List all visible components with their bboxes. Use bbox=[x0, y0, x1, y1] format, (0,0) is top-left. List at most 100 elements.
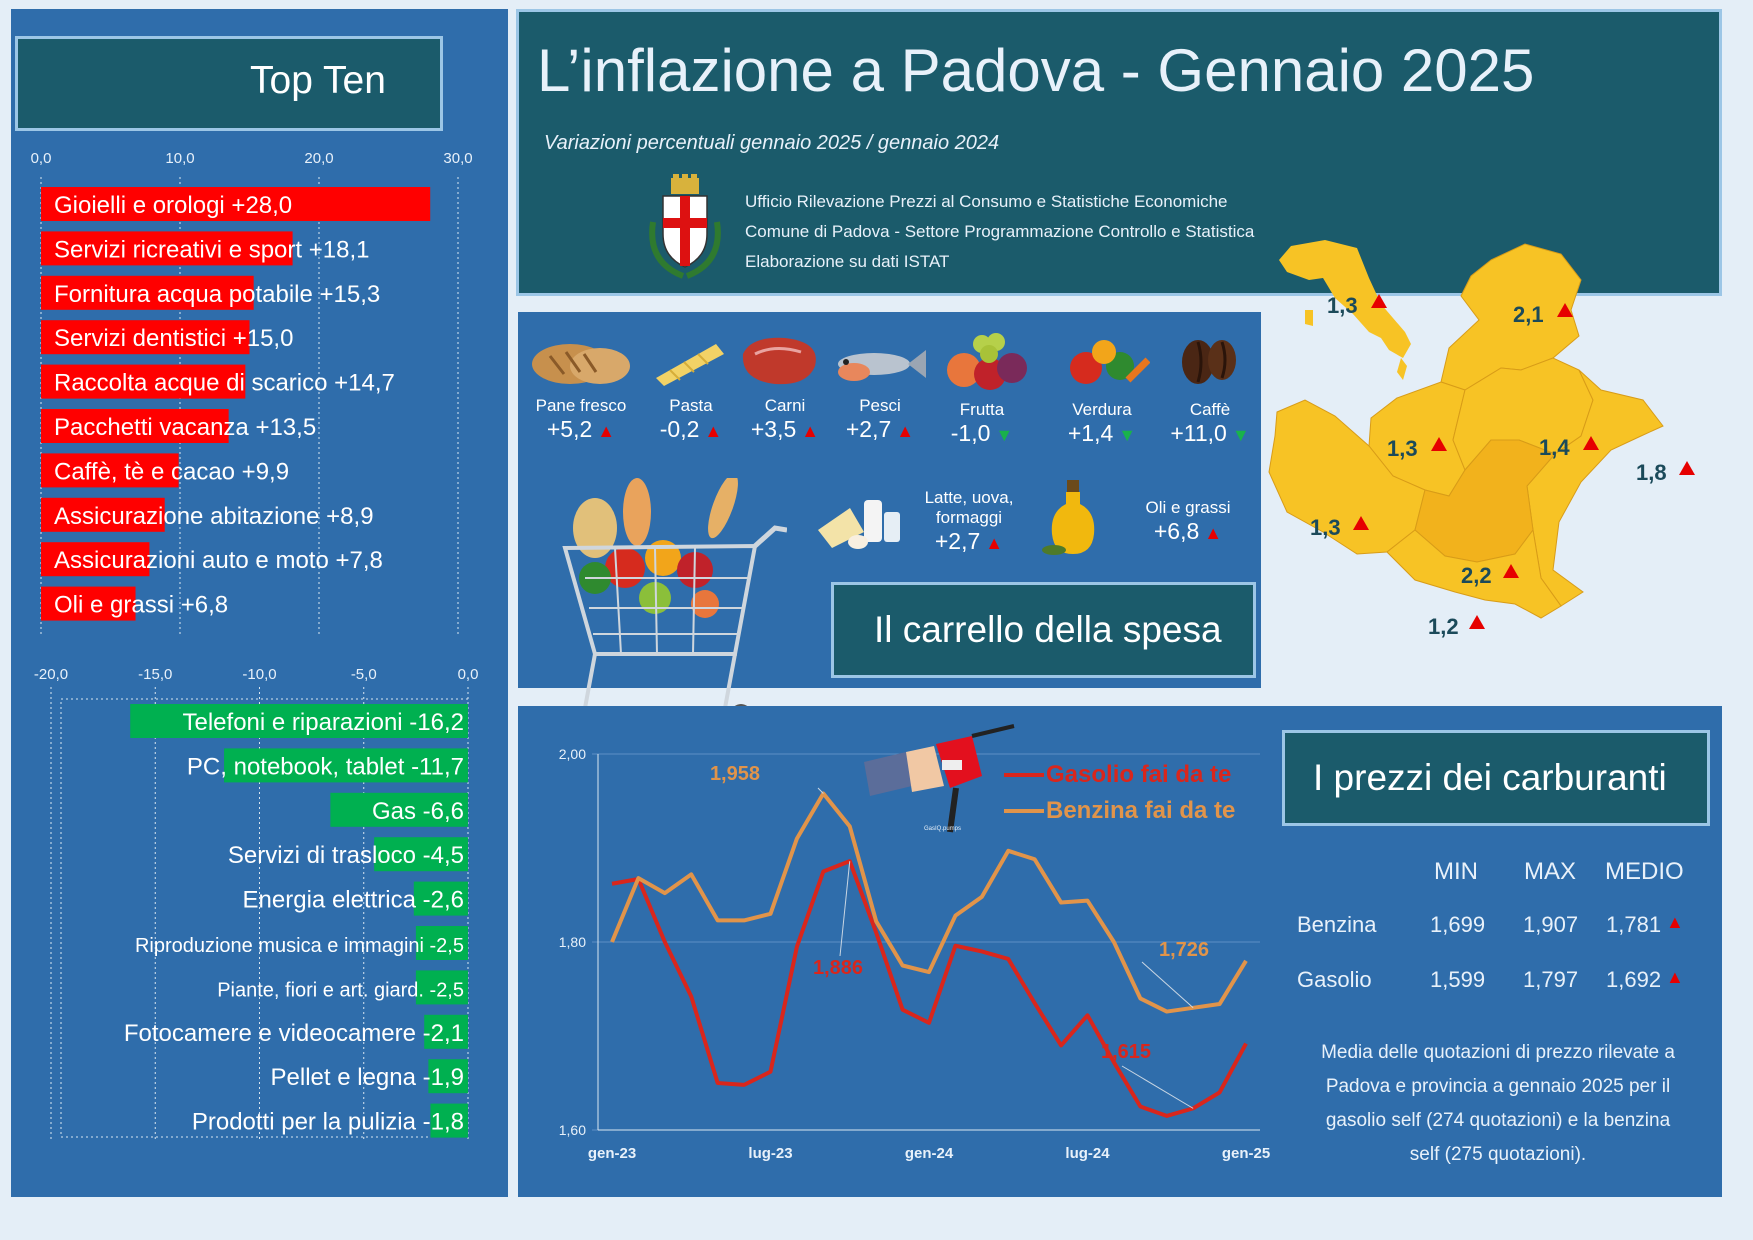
annotation-label: 1,886 bbox=[813, 957, 863, 979]
italy-shape bbox=[1279, 240, 1411, 358]
food-item-pasta: Pasta -0,2 ▲ bbox=[641, 396, 741, 443]
bar bbox=[41, 275, 254, 310]
map-label-venezia: 1,8 bbox=[1636, 460, 1667, 485]
cell-max: 1,907 bbox=[1523, 912, 1579, 937]
annotation-leader bbox=[817, 787, 824, 794]
fuel-pump-icon bbox=[864, 724, 1015, 833]
bar-label: Raccolta acque di scarico +14,7 bbox=[54, 370, 395, 397]
food-value: -1,0 bbox=[950, 420, 991, 446]
food-value: +3,5 bbox=[750, 416, 797, 442]
bar-label: PC, notebook, tablet -11,7 bbox=[187, 753, 464, 780]
food-item-pane: Pane fresco +5,2 ▲ bbox=[531, 396, 631, 443]
cart-title-box: Il carrello della spesa bbox=[831, 582, 1256, 678]
food-name: Oli e grassi bbox=[1145, 498, 1231, 517]
bar-label: Servizi dentistici +15,0 bbox=[54, 325, 293, 352]
top-ten-panel: Top Ten 0,0 10,0 20,0 30,0 Gioielli e orolog… bbox=[11, 9, 508, 1197]
annotation-label: 1,615 bbox=[1101, 1041, 1151, 1063]
map-up-arrow-icon bbox=[1583, 436, 1599, 450]
down-arrow-icon: ▼ bbox=[1226, 425, 1250, 445]
bar bbox=[41, 320, 250, 355]
food-item-verdura: Verdura +1,4 ▼ bbox=[1052, 400, 1152, 447]
up-arrow-icon: ▲ bbox=[699, 421, 723, 441]
tick-label: -10,0 bbox=[242, 666, 276, 683]
bar bbox=[413, 881, 468, 916]
map-label-belluno: 2,1 bbox=[1513, 302, 1544, 327]
top-ten-title-box: Top Ten bbox=[15, 36, 443, 131]
bar-label: Servizi di trasloco -4,5 bbox=[228, 842, 464, 869]
bar bbox=[330, 792, 468, 827]
bar-label: Pellet e legna -1,9 bbox=[271, 1064, 464, 1091]
fuel-title: I prezzi dei carburanti bbox=[1313, 757, 1667, 798]
bar-label: Fornitura acqua potabile +15,3 bbox=[54, 281, 380, 308]
fuel-note-line-3: gasolio self (274 quotazioni) e la benzi… bbox=[1325, 1110, 1671, 1131]
food-item-pesci: Pesci +2,7 ▲ bbox=[830, 396, 930, 443]
bar-label: Fotocamere e videocamere -2,1 bbox=[124, 1020, 464, 1047]
bar bbox=[41, 586, 136, 621]
food-value: +11,0 bbox=[1170, 420, 1227, 446]
col-header-avg: MEDIO bbox=[1605, 858, 1684, 885]
food-value: -0,2 bbox=[659, 416, 700, 442]
down-arrow-icon: ▼ bbox=[990, 425, 1014, 445]
bread-icon bbox=[532, 344, 630, 384]
food-value: +6,8 bbox=[1153, 518, 1200, 544]
pump-caption: GasIQ.pumps bbox=[924, 826, 962, 832]
bar bbox=[424, 1014, 468, 1049]
fuel-note-line-4: self (275 quotazioni). bbox=[1409, 1144, 1587, 1165]
food-value: +1,4 bbox=[1067, 420, 1114, 446]
office-line-3: Elaborazione su dati ISTAT bbox=[745, 252, 950, 271]
food-item-caffe: Caffè +11,0 ▼ bbox=[1160, 400, 1260, 447]
food-name-line1: Latte, uova, bbox=[924, 488, 1014, 507]
vegetables-icon bbox=[1070, 340, 1150, 384]
bar bbox=[374, 837, 468, 872]
map-up-arrow-icon bbox=[1503, 564, 1519, 578]
fuel-note: Media delle quotazioni di prezzo rilevat… bbox=[1288, 1036, 1708, 1172]
annotation-label: 1,726 bbox=[1159, 939, 1209, 961]
cell-min: 1,599 bbox=[1430, 967, 1486, 992]
food-name: Caffè bbox=[1189, 400, 1231, 419]
tick-label: -20,0 bbox=[34, 666, 68, 683]
col-header-max: MAX bbox=[1524, 858, 1577, 885]
map-up-arrow-icon bbox=[1679, 461, 1695, 475]
bar bbox=[41, 453, 179, 488]
bar bbox=[41, 497, 165, 532]
col-header-min: MIN bbox=[1434, 858, 1478, 885]
food-name: Pasta bbox=[669, 396, 713, 415]
top-decreases-chart: -20,0 -15,0 -10,0 -5,0 0,0 Telefoni e riparaz… bbox=[34, 666, 478, 1141]
tick-label: 10,0 bbox=[165, 150, 194, 167]
x-tick-label: lug-24 bbox=[1065, 1145, 1110, 1162]
map-up-arrow-icon bbox=[1557, 303, 1573, 317]
map-label-treviso: 1,4 bbox=[1539, 435, 1570, 460]
food-item-frutta: Frutta -1,0 ▼ bbox=[932, 400, 1032, 447]
bar-label: Riproduzione musica e immagini -2,5 bbox=[135, 935, 464, 957]
row-label: Gasolio bbox=[1297, 967, 1372, 992]
bar-label: Oli e grassi +6,8 bbox=[54, 592, 228, 619]
bar-label: Caffè, tè e cacao +9,9 bbox=[54, 458, 289, 485]
bar-label: Telefoni e riparazioni -16,2 bbox=[183, 709, 465, 736]
map-label-rovigo: 1,2 bbox=[1428, 614, 1459, 639]
top-ten-title: Top Ten bbox=[250, 59, 386, 102]
fuel-note-line-1: Media delle quotazioni di prezzo rilevat… bbox=[1321, 1042, 1675, 1063]
coffee-icon bbox=[1182, 340, 1236, 384]
page-title: L’inflazione a Padova - Gennaio 2025 bbox=[537, 37, 1535, 104]
bar-label: Energia elettrica -2,6 bbox=[243, 887, 464, 914]
pasta-icon bbox=[656, 344, 724, 386]
x-tick-label: gen-23 bbox=[588, 1145, 636, 1162]
map-label-italy: 1,3 bbox=[1327, 293, 1358, 318]
up-arrow-icon: ▲ bbox=[796, 421, 820, 441]
row-label: Benzina bbox=[1297, 912, 1377, 937]
map-label-verona: 1,3 bbox=[1310, 515, 1341, 540]
down-arrow-icon: ▼ bbox=[1113, 425, 1137, 445]
food-item-carni: Carni +3,5 ▲ bbox=[735, 396, 835, 443]
food-value: +5,2 bbox=[546, 416, 593, 442]
bar bbox=[415, 970, 468, 1005]
fish-icon bbox=[838, 350, 926, 381]
bar bbox=[41, 187, 431, 221]
veneto-map: 1,3 2,1 1,3 1,4 1,8 1,3 2,2 1,2 bbox=[1268, 240, 1695, 639]
fruit-icon bbox=[947, 333, 1027, 390]
x-tick-label: gen-25 bbox=[1222, 1145, 1270, 1162]
cell-min: 1,699 bbox=[1430, 912, 1486, 937]
up-arrow-icon: ▲ bbox=[1666, 912, 1684, 932]
bar bbox=[428, 1059, 468, 1094]
fuel-title-box: I prezzi dei carburanti bbox=[1282, 730, 1710, 826]
